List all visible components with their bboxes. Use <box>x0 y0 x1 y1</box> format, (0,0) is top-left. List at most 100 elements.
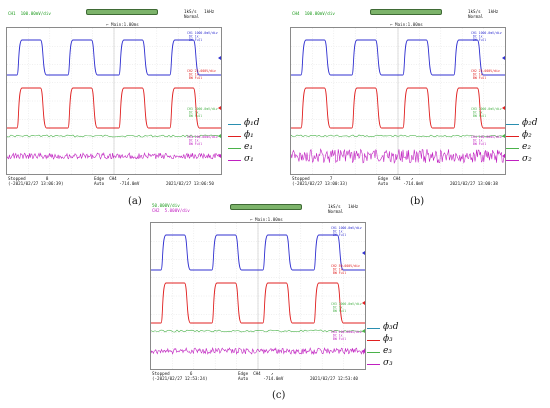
header-left: 50.000V/div <box>152 203 180 208</box>
legend-phi: ϕ₂ <box>522 130 532 140</box>
scope-panel-b: CH4 100.00mV/div ← Main:1.00ms 1kS/s 1kH… <box>290 5 506 186</box>
footer-right: 2021/02/27 13:06:50 <box>166 181 214 186</box>
channel-label-line: CH1 1000.0mV/div <box>187 31 218 35</box>
channel-label: CH1 1000.0mV/div DC 1x BW Full <box>471 31 502 42</box>
time-position-bar[interactable] <box>86 9 158 15</box>
channel-label-line: DC 1x <box>187 35 199 39</box>
channel-label-line: CH4 100.00mV/div <box>471 135 502 139</box>
legend-e: e₂ <box>522 142 531 152</box>
main-timebase-label: ← Main:1.00ms <box>106 22 139 27</box>
legend-phi-d: ϕ₁d <box>244 118 260 128</box>
channel-label: CH4 100.00mV/div DC 1x BW Full <box>331 330 362 341</box>
legend-e: e₃ <box>383 346 392 356</box>
channel-label-line: DC 1x <box>187 139 199 143</box>
waveform-svg: CH1 1000.0mV/div DC 1x BW Full CH2 25.000… <box>7 28 221 174</box>
header-left-2: CH2 5.000V/div <box>152 208 190 213</box>
legend-e: e₁ <box>244 142 253 152</box>
footer-mid: Edge CH4 ↗ Auto -714.0mV <box>238 371 284 381</box>
level-marker <box>502 106 505 110</box>
channel-label-line: CH3 1000.0mV/div <box>187 107 218 111</box>
channel-label-line: CH2 25.000V/div <box>187 69 216 73</box>
channel-label-line: DC 1x <box>331 306 343 310</box>
e-trace <box>151 329 365 333</box>
sigma-trace <box>151 346 365 356</box>
channel-label-line: BW Full <box>331 233 346 237</box>
e-trace <box>291 134 505 138</box>
channel-label-line: DC 1x <box>471 35 483 39</box>
level-marker <box>362 251 365 255</box>
header-left: CH4 100.00mV/div <box>292 11 335 16</box>
caption-c: (c) <box>272 390 286 401</box>
channel-label-line: CH4 100.00mV/div <box>187 135 218 139</box>
footer-mid: Edge CH4 ↗ Auto -714.0mV <box>378 176 424 186</box>
level-marker <box>502 56 505 60</box>
phi-trace <box>291 87 505 129</box>
channel-label-line: DC 1x <box>187 73 199 77</box>
channel-label-line: CH2 50.000V/div <box>331 264 360 268</box>
waveform-svg: CH1 1000.0mV/div DC 1x BW Full CH2 50.000… <box>151 223 365 369</box>
header-right: 1kS/s 1kHz Normal <box>184 9 215 19</box>
channel-label-line: BW Full <box>471 76 486 80</box>
channel-label: CH2 25.000V/div DC 1x BW Full <box>471 69 500 80</box>
phi-d-trace <box>7 39 221 76</box>
e-trace <box>7 134 221 138</box>
channel-label-line: CH3 1000.0mV/div <box>471 107 502 111</box>
caption-b: (b) <box>410 196 425 207</box>
channel-label-line: BW Full <box>471 38 486 42</box>
channel-label-line: CH4 100.00mV/div <box>331 330 362 334</box>
channel-label-line: BW Full <box>331 337 346 341</box>
channel-label-line: DC 1x <box>471 111 483 115</box>
legend-a: ϕ₁d ϕ₁ e₁ σ₁ <box>228 118 272 174</box>
level-marker <box>362 349 365 353</box>
main-timebase-label: ← Main:1.00ms <box>250 217 283 222</box>
level-marker <box>218 134 221 138</box>
legend-phi: ϕ₁ <box>244 130 254 140</box>
main-timebase-label: ← Main:1.00ms <box>390 22 423 27</box>
level-marker <box>502 154 505 158</box>
legend-phi-d: ϕ₃d <box>383 322 399 332</box>
waveform-plot: CH1 1000.0mV/div DC 1x BW Full CH2 25.000… <box>6 27 222 175</box>
channel-label: CH4 100.00mV/div DC 1x BW Full <box>187 135 218 146</box>
phi-d-trace <box>291 39 505 76</box>
channel-label: CH4 100.00mV/div DC 1x BW Full <box>471 135 502 146</box>
legend-c: ϕ₃d ϕ₃ e₃ σ₃ <box>367 322 411 378</box>
sigma-trace <box>291 148 505 164</box>
legend-sigma: σ₁ <box>244 154 254 164</box>
caption-a: (a) <box>128 196 142 207</box>
channel-label-line: BW Full <box>187 142 202 146</box>
channel-label-line: DC 1x <box>331 230 343 234</box>
legend-sigma: σ₃ <box>383 358 393 368</box>
channel-label-line: DC 1x <box>187 111 199 115</box>
channel-label-line: DC 1x <box>331 334 343 338</box>
scope-panel-a: CH1 100.00mV/div ← Main:1.00ms 1kS/s 1kH… <box>6 5 222 186</box>
level-marker <box>362 329 365 333</box>
header-left: CH1 100.00mV/div <box>8 11 51 16</box>
level-marker <box>218 154 221 158</box>
channel-label: CH1 1000.0mV/div DC 1x BW Full <box>187 31 218 42</box>
waveform-plot: CH1 1000.0mV/div DC 1x BW Full CH2 50.000… <box>150 222 366 370</box>
level-marker <box>218 56 221 60</box>
channel-label-line: BW Full <box>187 38 202 42</box>
waveform-plot: CH1 1000.0mV/div DC 1x BW Full CH2 25.000… <box>290 27 506 175</box>
time-position-bar[interactable] <box>370 9 442 15</box>
channel-label: CH2 50.000V/div DC 1x BW Full <box>331 264 360 275</box>
footer-left: Stopped 7 (-2021/02/27 13:00:33) <box>292 176 348 186</box>
footer-left: Stopped 8 (-2021/02/27 13:06:39) <box>8 176 64 186</box>
channel-label-line: BW Full <box>187 76 202 80</box>
channel-label: CH3 1000.0mV/div DC 1x BW Full <box>331 302 362 313</box>
header-right: 1kS/s 1kHz Normal <box>468 9 499 19</box>
waveform-svg: CH1 1000.0mV/div DC 1x BW Full CH2 25.000… <box>291 28 505 174</box>
channel-label: CH3 1000.0mV/div DC 1x BW Full <box>471 107 502 118</box>
channel-label: CH1 1000.0mV/div DC 1x BW Full <box>331 226 362 237</box>
time-position-bar[interactable] <box>230 204 302 210</box>
header-right: 1kS/s 1kHz Normal <box>328 204 359 214</box>
legend-sigma: σ₂ <box>522 154 532 164</box>
phi-trace <box>151 282 365 324</box>
channel-label-line: BW Full <box>331 271 346 275</box>
legend-b: ϕ₂d ϕ₂ e₂ σ₂ <box>506 118 550 174</box>
phi-trace <box>7 87 221 129</box>
footer-right: 2021/02/27 12:53:40 <box>310 376 358 381</box>
level-marker <box>502 134 505 138</box>
phi-d-trace <box>151 234 365 271</box>
channel-label-line: BW Full <box>331 309 346 313</box>
